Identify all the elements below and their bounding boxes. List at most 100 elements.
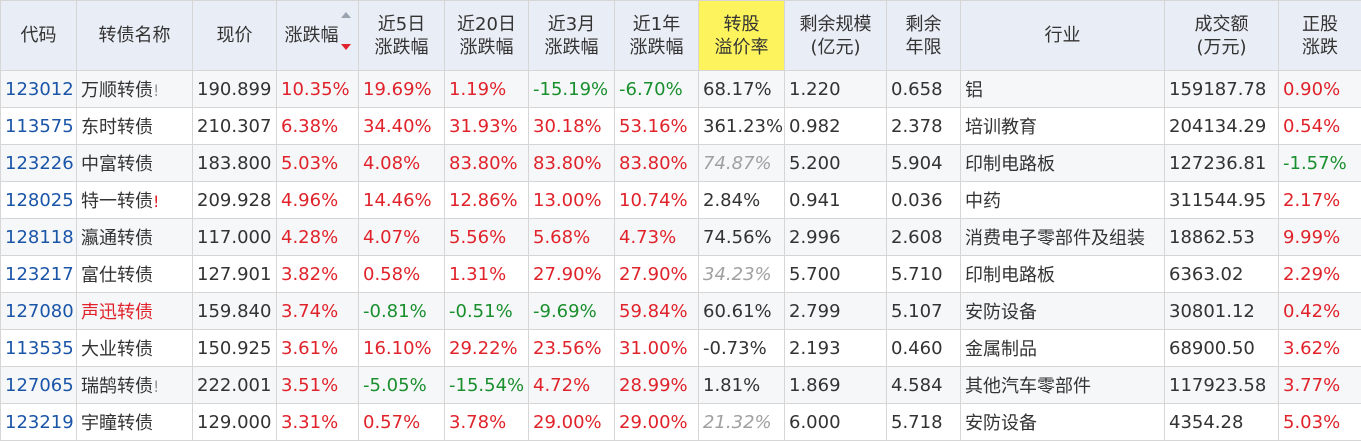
- header-change-3m[interactable]: 近3月 涨跌幅: [528, 0, 615, 71]
- industry-cell: 中药: [960, 181, 1165, 219]
- industry-cell: 消费电子零部件及组装: [960, 218, 1165, 256]
- change-cell: 6.38%: [276, 107, 359, 145]
- bond-name[interactable]: 瀛通转债: [76, 218, 193, 256]
- amount-cell: 68900.50: [1164, 329, 1279, 367]
- bond-code-link[interactable]: 128118: [0, 218, 77, 256]
- bond-name-text: 声迅转债: [81, 302, 153, 323]
- change-1y-cell: 4.73%: [614, 218, 699, 256]
- stock-change-cell-text: 9.99%: [1283, 226, 1341, 248]
- bond-name[interactable]: 声迅转债: [76, 292, 193, 330]
- table-row[interactable]: 123219 宇瞳转债 129.000 3.31% 0.57% 3.78% 29.00% 29…: [0, 403, 1361, 441]
- table-row[interactable]: 127080 声迅转债 159.840 3.74% -0.81% -0.51% -9.69%…: [0, 292, 1361, 330]
- header-name[interactable]: 转债名称: [76, 0, 193, 71]
- header-remaining-scale[interactable]: 剩余规模 (亿元): [784, 0, 887, 71]
- header-change-20d[interactable]: 近20日 涨跌幅: [444, 0, 529, 71]
- bond-name-text: 宇瞳转债: [81, 413, 153, 434]
- remaining-scale-cell: 2.996: [784, 218, 887, 256]
- bond-code-link[interactable]: 128025: [0, 181, 77, 219]
- change-5d-cell-text: 16.10%: [363, 337, 432, 359]
- amount-cell-text: 204134.29: [1169, 115, 1267, 137]
- remaining-years-cell: 2.378: [886, 107, 961, 145]
- table-row[interactable]: 123226 中富转债 183.800 5.03% 4.08% 83.80% 83.80% 8…: [0, 144, 1361, 182]
- bond-code-link-text: 113535: [5, 337, 74, 359]
- amount-cell: 117923.58: [1164, 366, 1279, 404]
- table-row[interactable]: 123012 万顺转债! 190.899 10.35% 19.69% 1.19% -15.1…: [0, 70, 1361, 108]
- price-cell-text: 129.000: [197, 411, 272, 433]
- change-5d-cell: 0.57%: [358, 403, 445, 441]
- bond-code-link[interactable]: 123012: [0, 70, 77, 108]
- header-change[interactable]: 涨跌幅: [276, 0, 359, 71]
- premium-cell-text: 34.23%: [703, 263, 772, 285]
- bond-code-link-text: 127065: [5, 374, 74, 396]
- bond-code-link-text: 123219: [5, 411, 74, 433]
- change-cell-text: 5.03%: [281, 152, 339, 174]
- bond-code-link[interactable]: 123226: [0, 144, 77, 182]
- table-row[interactable]: 113535 大业转债 150.925 3.61% 16.10% 29.22% 23.56%…: [0, 329, 1361, 367]
- remaining-scale-cell-text: 2.996: [789, 226, 841, 248]
- stock-change-cell: 0.90%: [1278, 70, 1361, 108]
- premium-cell: 68.17%: [698, 70, 785, 108]
- change-cell-text: 3.82%: [281, 263, 339, 285]
- header-stock-change[interactable]: 正股 涨跌: [1278, 0, 1361, 71]
- remaining-years-cell: 0.036: [886, 181, 961, 219]
- bond-name-text: 瑞鹄转债: [81, 376, 153, 397]
- change-20d-cell: 29.22%: [444, 329, 529, 367]
- bond-code-link[interactable]: 123217: [0, 255, 77, 293]
- change-20d-cell: 12.86%: [444, 181, 529, 219]
- header-industry[interactable]: 行业: [960, 0, 1165, 71]
- header-change-5d[interactable]: 近5日 涨跌幅: [358, 0, 445, 71]
- header-conversion-premium[interactable]: 转股 溢价率: [698, 0, 785, 71]
- bond-name[interactable]: 东时转债: [76, 107, 193, 145]
- stock-change-cell-text: 2.29%: [1283, 263, 1341, 285]
- change-20d-cell: 3.78%: [444, 403, 529, 441]
- price-cell: 222.001: [192, 366, 277, 404]
- bond-code-link[interactable]: 123219: [0, 403, 77, 441]
- industry-cell-text: 铝: [965, 80, 983, 101]
- remaining-years-cell: 5.718: [886, 403, 961, 441]
- industry-cell: 金属制品: [960, 329, 1165, 367]
- industry-cell-text: 印制电路板: [965, 265, 1055, 286]
- remaining-years-cell: 2.608: [886, 218, 961, 256]
- amount-cell-text: 4354.28: [1169, 411, 1244, 433]
- change-cell: 3.51%: [276, 366, 359, 404]
- premium-cell: 34.23%: [698, 255, 785, 293]
- stock-change-cell: 3.62%: [1278, 329, 1361, 367]
- table-row[interactable]: 128118 瀛通转债 117.000 4.28% 4.07% 5.56% 5.68% 4.7…: [0, 218, 1361, 256]
- header-remaining-years[interactable]: 剩余 年限: [886, 0, 961, 71]
- table-row[interactable]: 113575 东时转债 210.307 6.38% 34.40% 31.93% 30.18%…: [0, 107, 1361, 145]
- bond-code-link[interactable]: 127080: [0, 292, 77, 330]
- bond-code-link[interactable]: 127065: [0, 366, 77, 404]
- amount-cell: 6363.02: [1164, 255, 1279, 293]
- remaining-scale-cell: 0.982: [784, 107, 887, 145]
- header-change-1y[interactable]: 近1年 涨跌幅: [614, 0, 699, 71]
- table-row[interactable]: 127065 瑞鹄转债! 222.001 3.51% -5.05% -15.54% 4.72…: [0, 366, 1361, 404]
- amount-cell: 30801.12: [1164, 292, 1279, 330]
- stock-change-cell: -1.57%: [1278, 144, 1361, 182]
- bond-code-link[interactable]: 113535: [0, 329, 77, 367]
- bond-name[interactable]: 大业转债: [76, 329, 193, 367]
- bond-name[interactable]: 万顺转债!: [76, 70, 193, 108]
- change-3m-cell-text: -15.19%: [533, 78, 609, 100]
- header-amount[interactable]: 成交额 (万元): [1164, 0, 1279, 71]
- change-20d-cell-text: 1.19%: [449, 78, 507, 100]
- bond-name[interactable]: 中富转债: [76, 144, 193, 182]
- remaining-scale-cell-text: 6.000: [789, 411, 841, 433]
- amount-cell: 159187.78: [1164, 70, 1279, 108]
- change-cell-text: 3.61%: [281, 337, 339, 359]
- table-row[interactable]: 123217 富仕转债 127.901 3.82% 0.58% 1.31% 27.90% 27…: [0, 255, 1361, 293]
- remaining-scale-cell-text: 5.700: [789, 263, 841, 285]
- change-3m-cell: 83.80%: [528, 144, 615, 182]
- bond-name[interactable]: 特一转债!: [76, 181, 193, 219]
- change-20d-cell-text: -15.54%: [449, 374, 525, 396]
- change-cell-text: 3.31%: [281, 411, 339, 433]
- bond-code-link[interactable]: 113575: [0, 107, 77, 145]
- header-price[interactable]: 现价: [192, 0, 277, 71]
- header-code[interactable]: 代码: [0, 0, 77, 71]
- amount-cell-text: 6363.02: [1169, 263, 1244, 285]
- amount-cell: 18862.53: [1164, 218, 1279, 256]
- bond-name[interactable]: 瑞鹄转债!: [76, 366, 193, 404]
- bond-name[interactable]: 富仕转债: [76, 255, 193, 293]
- change-3m-cell: 23.56%: [528, 329, 615, 367]
- table-row[interactable]: 128025 特一转债! 209.928 4.96% 14.46% 12.86% 13.00…: [0, 181, 1361, 219]
- bond-name[interactable]: 宇瞳转债: [76, 403, 193, 441]
